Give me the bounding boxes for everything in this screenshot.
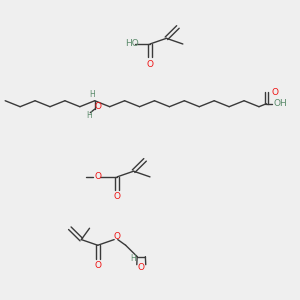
- Text: H: H: [89, 90, 95, 99]
- Text: O: O: [113, 232, 120, 241]
- Text: H: H: [86, 111, 92, 120]
- Text: O: O: [94, 172, 101, 182]
- Text: OH: OH: [274, 99, 288, 108]
- Text: H: H: [130, 254, 136, 262]
- Text: HO: HO: [125, 40, 139, 49]
- Text: O: O: [95, 102, 102, 111]
- Text: O: O: [94, 261, 101, 270]
- Text: O: O: [138, 262, 145, 272]
- Text: O: O: [146, 59, 154, 68]
- Text: O: O: [272, 88, 279, 97]
- Text: O: O: [114, 192, 121, 201]
